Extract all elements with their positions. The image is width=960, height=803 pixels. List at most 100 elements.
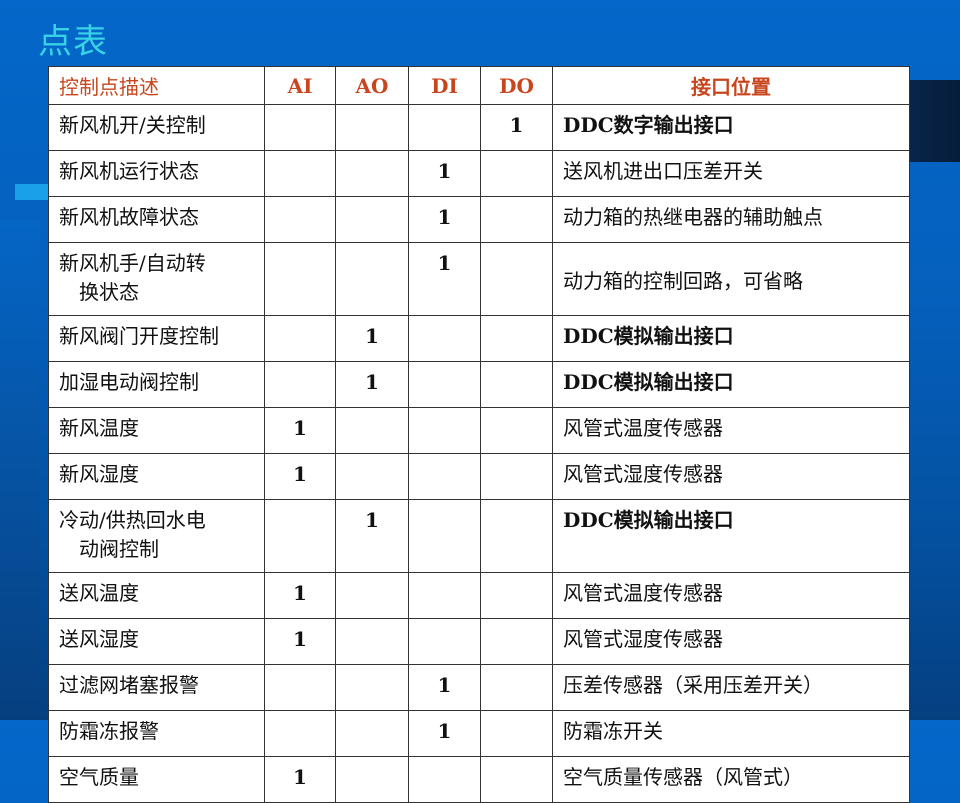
cell-do xyxy=(480,499,553,573)
cell-do xyxy=(480,664,553,711)
cell-desc: 新风机手/自动转换状态 xyxy=(48,242,265,316)
cell-ai: 1 xyxy=(264,407,336,454)
cell-desc: 新风机开/关控制 xyxy=(48,104,265,151)
header-di: DI xyxy=(408,66,481,105)
cell-ao: 1 xyxy=(335,361,409,408)
cell-di xyxy=(408,499,481,573)
cell-do xyxy=(480,361,553,408)
decor-cyan-bar xyxy=(15,184,55,200)
table-header-row: 控制点描述 AI AO DI DO 接口位置 xyxy=(48,66,910,105)
desc-line: 新风机手/自动转 xyxy=(59,251,206,275)
cell-ao xyxy=(335,242,409,316)
cell-interface: DDC数字输出接口 xyxy=(552,104,910,151)
cell-ai xyxy=(264,104,336,151)
cell-desc: 空气质量 xyxy=(48,756,265,803)
cell-desc: 过滤网堵塞报警 xyxy=(48,664,265,711)
cell-interface: 防霜冻开关 xyxy=(552,710,910,757)
cell-ao xyxy=(335,756,409,803)
cell-desc: 新风湿度 xyxy=(48,453,265,500)
desc-line: 冷动/供热回水电 xyxy=(59,508,206,532)
cell-ai xyxy=(264,150,336,197)
cell-desc: 送风温度 xyxy=(48,572,265,619)
table-row: 新风温度 1 风管式温度传感器 xyxy=(48,407,910,454)
cell-di xyxy=(408,618,481,665)
decor-left-band xyxy=(0,220,40,720)
cell-do xyxy=(480,618,553,665)
table-row: 新风机故障状态 1 动力箱的热继电器的辅助触点 xyxy=(48,196,910,243)
cell-do xyxy=(480,756,553,803)
desc-line: 新风机运行状态 xyxy=(59,159,199,183)
slide-title: 点表 xyxy=(38,22,108,62)
table-row: 新风机运行状态 1 送风机进出口压差开关 xyxy=(48,150,910,197)
cell-ai xyxy=(264,315,336,362)
desc-line: 过滤网堵塞报警 xyxy=(59,673,199,697)
cell-di: 1 xyxy=(408,242,481,316)
header-interface: 接口位置 xyxy=(552,66,910,105)
desc-line: 新风温度 xyxy=(59,416,139,440)
cell-desc: 新风机故障状态 xyxy=(48,196,265,243)
cell-interface: DDC模拟输出接口 xyxy=(552,499,910,573)
cell-interface: 动力箱的控制回路，可省略 xyxy=(552,242,910,316)
cell-interface: 动力箱的热继电器的辅助触点 xyxy=(552,196,910,243)
cell-di: 1 xyxy=(408,710,481,757)
cell-ai: 1 xyxy=(264,618,336,665)
cell-di: 1 xyxy=(408,196,481,243)
cell-desc: 新风机运行状态 xyxy=(48,150,265,197)
table-row: 防霜冻报警 1 防霜冻开关 xyxy=(48,710,910,757)
cell-interface: 风管式温度传感器 xyxy=(552,407,910,454)
header-desc: 控制点描述 xyxy=(48,66,265,105)
table-row: 新风机手/自动转换状态 1 动力箱的控制回路，可省略 xyxy=(48,242,910,316)
table-row: 加湿电动阀控制 1 DDC模拟输出接口 xyxy=(48,361,910,408)
desc-line: 换状态 xyxy=(79,280,139,304)
cell-ai xyxy=(264,499,336,573)
cell-ai xyxy=(264,242,336,316)
cell-di xyxy=(408,407,481,454)
point-table: 控制点描述 AI AO DI DO 接口位置 新风机开/关控制 1 DDC数字输出接… xyxy=(48,66,910,803)
header-ao: AO xyxy=(335,66,409,105)
table-row: 送风温度 1 风管式温度传感器 xyxy=(48,572,910,619)
desc-line: 新风机故障状态 xyxy=(59,205,199,229)
desc-line: 新风湿度 xyxy=(59,462,139,486)
cell-ai xyxy=(264,196,336,243)
cell-di xyxy=(408,104,481,151)
cell-ao xyxy=(335,453,409,500)
cell-interface: 风管式温度传感器 xyxy=(552,572,910,619)
cell-interface: 送风机进出口压差开关 xyxy=(552,150,910,197)
cell-interface: DDC模拟输出接口 xyxy=(552,315,910,362)
cell-do xyxy=(480,710,553,757)
cell-ai xyxy=(264,361,336,408)
cell-desc: 新风温度 xyxy=(48,407,265,454)
table-row: 过滤网堵塞报警 1 压差传感器（采用压差开关） xyxy=(48,664,910,711)
cell-do xyxy=(480,407,553,454)
cell-interface: 风管式湿度传感器 xyxy=(552,453,910,500)
cell-di xyxy=(408,756,481,803)
cell-di xyxy=(408,453,481,500)
cell-do: 1 xyxy=(480,104,553,151)
cell-desc: 新风阀门开度控制 xyxy=(48,315,265,362)
cell-ao xyxy=(335,104,409,151)
cell-ao xyxy=(335,407,409,454)
cell-ai: 1 xyxy=(264,572,336,619)
cell-ao xyxy=(335,196,409,243)
table-row: 新风机开/关控制 1 DDC数字输出接口 xyxy=(48,104,910,151)
cell-desc: 送风湿度 xyxy=(48,618,265,665)
desc-line: 新风机开/关控制 xyxy=(59,113,206,137)
table-row: 送风湿度 1 风管式湿度传感器 xyxy=(48,618,910,665)
cell-interface: 压差传感器（采用压差开关） xyxy=(552,664,910,711)
cell-interface: 空气质量传感器（风管式） xyxy=(552,756,910,803)
cell-do xyxy=(480,572,553,619)
desc-line: 动阀控制 xyxy=(79,537,159,561)
cell-do xyxy=(480,242,553,316)
cell-ai xyxy=(264,710,336,757)
cell-do xyxy=(480,150,553,197)
cell-ao xyxy=(335,150,409,197)
desc-line: 空气质量 xyxy=(59,765,139,789)
cell-di xyxy=(408,315,481,362)
cell-ai xyxy=(264,664,336,711)
cell-do xyxy=(480,315,553,362)
cell-di: 1 xyxy=(408,664,481,711)
cell-di xyxy=(408,361,481,408)
table-row: 冷动/供热回水电 动阀控制 1 DDC模拟输出接口 xyxy=(48,499,910,573)
cell-ao xyxy=(335,664,409,711)
desc-line: 送风温度 xyxy=(59,581,139,605)
